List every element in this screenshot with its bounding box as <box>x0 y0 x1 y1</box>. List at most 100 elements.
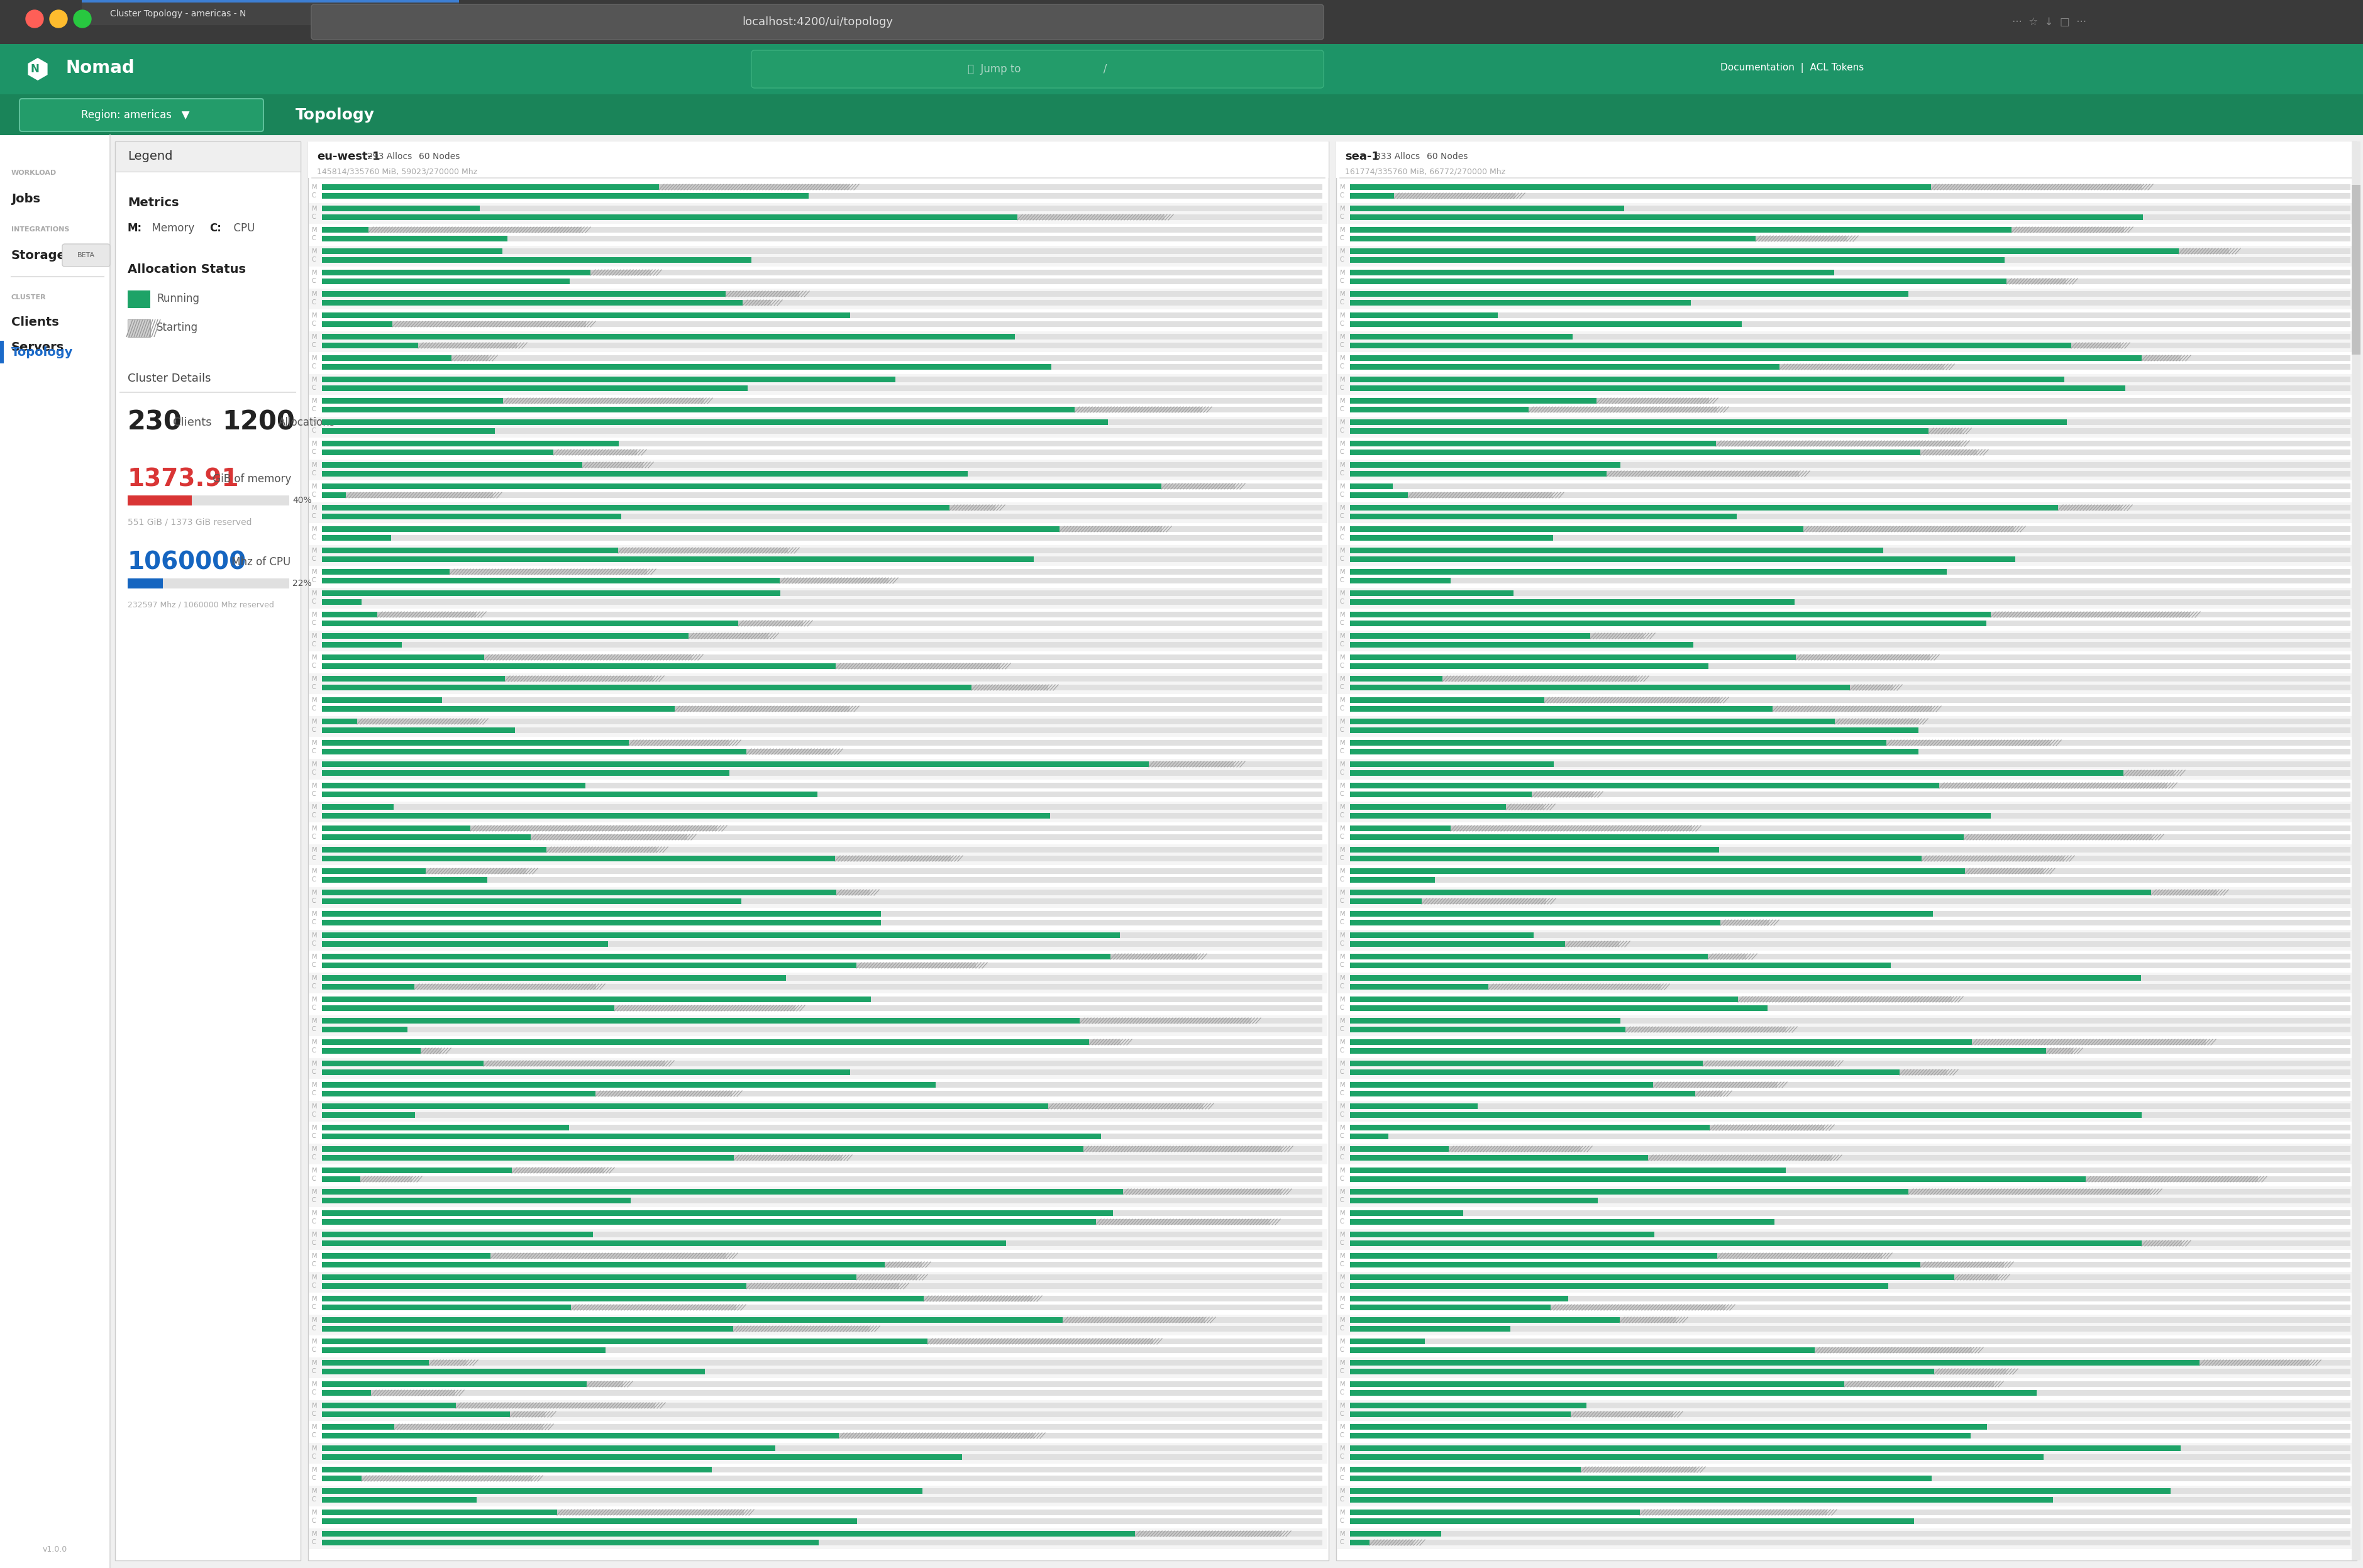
Bar <box>586 1381 624 1388</box>
Bar <box>321 227 369 232</box>
Text: 60 Nodes: 60 Nodes <box>418 152 461 162</box>
Bar <box>614 1005 796 1011</box>
Bar <box>1803 527 2013 532</box>
Bar <box>321 1317 1063 1323</box>
Text: M: M <box>312 1210 317 1217</box>
Text: Documentation  |  ACL Tokens: Documentation | ACL Tokens <box>1720 63 1864 74</box>
Text: M: M <box>1340 698 1345 704</box>
Bar <box>310 459 1328 480</box>
Bar <box>321 235 508 241</box>
Bar <box>321 1168 1323 1173</box>
Bar <box>428 1359 466 1366</box>
Bar <box>321 869 1323 873</box>
FancyBboxPatch shape <box>312 5 1323 39</box>
Bar <box>321 1189 1122 1195</box>
Bar <box>1408 492 1552 499</box>
Text: C: C <box>1340 599 1345 605</box>
Bar <box>321 1005 1323 1011</box>
Bar <box>321 470 1323 477</box>
Bar <box>1111 953 1198 960</box>
Bar <box>321 599 1323 605</box>
Bar <box>1349 227 2011 232</box>
Bar <box>1349 1060 1704 1066</box>
Bar <box>1349 1391 2351 1396</box>
Text: M: M <box>312 1040 317 1046</box>
Bar <box>321 1497 477 1502</box>
Text: Metrics: Metrics <box>128 198 180 209</box>
Bar <box>1349 215 2143 220</box>
Bar <box>1349 869 2351 873</box>
Text: C: C <box>1340 1005 1345 1011</box>
Bar <box>1337 1485 2356 1507</box>
Bar <box>1349 483 1392 489</box>
Bar <box>321 1253 492 1259</box>
Text: C: C <box>312 535 317 541</box>
Bar <box>310 289 1328 309</box>
Text: C: C <box>312 235 317 241</box>
Bar <box>1349 911 1933 917</box>
Bar <box>1349 193 1394 199</box>
Bar <box>1423 898 1545 905</box>
Bar <box>2058 505 2122 511</box>
Bar <box>321 1176 359 1182</box>
Bar <box>1694 1091 1723 1096</box>
Text: 232597 Mhz / 1060000 Mhz reserved: 232597 Mhz / 1060000 Mhz reserved <box>128 601 274 608</box>
Bar <box>128 495 288 505</box>
Bar <box>1335 141 2356 1560</box>
Bar <box>321 547 1323 554</box>
Text: C: C <box>1340 1432 1345 1438</box>
Bar <box>1349 1424 1987 1430</box>
Bar <box>1564 941 1619 947</box>
Text: C: C <box>312 1069 317 1076</box>
Bar <box>357 718 480 724</box>
Text: M: M <box>312 1082 317 1088</box>
Bar <box>321 1381 1323 1388</box>
Bar <box>1349 1146 2351 1152</box>
Bar <box>1349 1466 2351 1472</box>
Bar <box>1349 235 2351 241</box>
Bar <box>1349 997 2351 1002</box>
Bar <box>321 1454 1323 1460</box>
Bar <box>321 450 553 455</box>
Text: C: C <box>312 770 317 776</box>
Bar <box>1349 1069 1900 1076</box>
Text: C: C <box>312 470 317 477</box>
Bar <box>321 1359 428 1366</box>
Bar <box>2200 1359 2309 1366</box>
Bar <box>1349 963 1890 967</box>
Text: C: C <box>312 1112 317 1118</box>
Text: M: M <box>312 1295 317 1301</box>
Text: C: C <box>1340 320 1345 328</box>
Bar <box>310 1485 1328 1507</box>
Text: C: C <box>312 619 317 626</box>
Text: C: C <box>1340 1305 1345 1311</box>
Text: M: M <box>312 1466 317 1472</box>
Bar <box>1626 1027 1786 1032</box>
Bar <box>1349 1327 2351 1331</box>
Text: C: C <box>312 961 317 967</box>
Bar <box>321 633 688 638</box>
Text: C: C <box>312 663 317 670</box>
Bar <box>321 527 1059 532</box>
Text: C: C <box>1340 1069 1345 1076</box>
Text: 161774/335760 MiB, 66772/270000 Mhz: 161774/335760 MiB, 66772/270000 Mhz <box>1345 168 1505 176</box>
Text: Memory: Memory <box>144 223 194 234</box>
Text: M: M <box>312 441 317 447</box>
Bar <box>1489 985 1661 989</box>
Bar <box>1349 312 1498 318</box>
Text: C: C <box>312 1540 317 1546</box>
Bar <box>321 750 747 754</box>
Bar <box>1815 1347 1971 1353</box>
Bar <box>321 527 1323 532</box>
Bar <box>1337 1058 2356 1079</box>
FancyBboxPatch shape <box>19 99 262 132</box>
Bar <box>1607 470 1798 477</box>
Bar <box>321 740 629 746</box>
Bar <box>321 975 1323 982</box>
Bar <box>321 975 787 982</box>
Bar <box>310 331 1328 353</box>
Bar <box>1654 1082 1777 1088</box>
Bar <box>1571 1411 1673 1417</box>
Bar <box>1349 535 2351 541</box>
Bar <box>1337 1229 2356 1250</box>
